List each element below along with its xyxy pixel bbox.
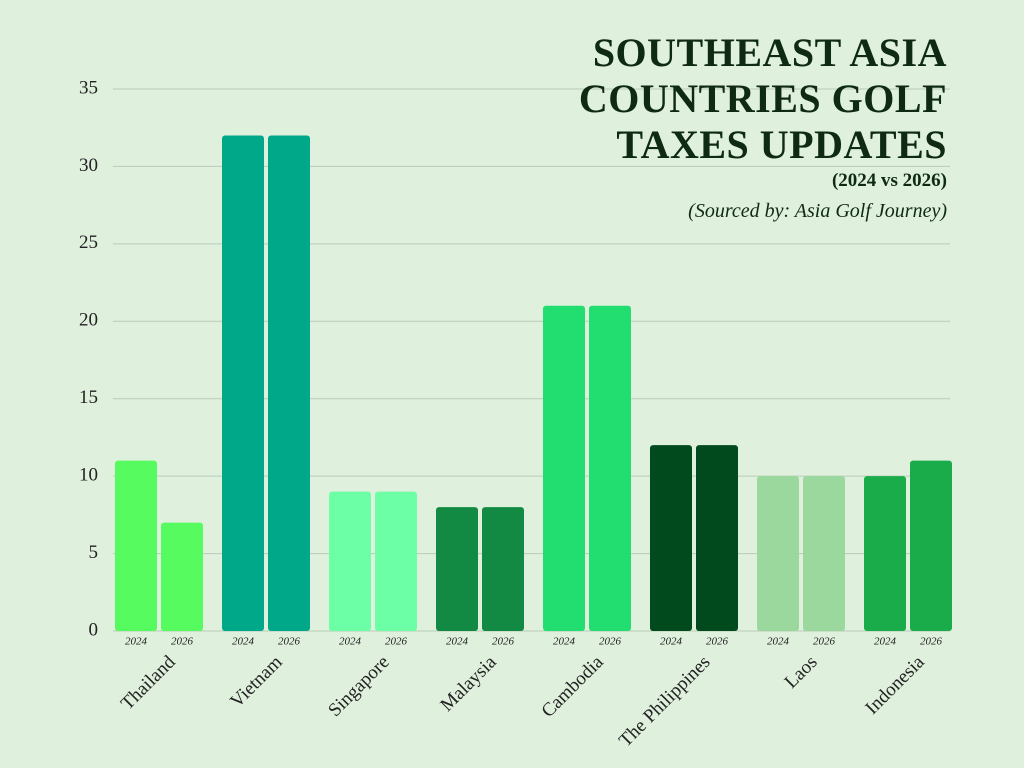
bar-year-label: 2026 [920,636,943,648]
bar [436,507,478,631]
bar-year-label: 2024 [125,636,148,648]
bar [803,476,845,631]
x-tick-label: Malaysia [436,651,500,715]
bar [482,507,524,631]
bar-year-label: 2026 [492,636,515,648]
y-tick-label: 30 [79,155,98,176]
bar [910,460,952,631]
x-tick-label: The Philippines [615,652,715,752]
y-tick-label: 25 [79,232,98,253]
bar [115,460,157,631]
bar [864,476,906,631]
bar [650,445,692,631]
y-tick-label: 10 [79,465,98,486]
bar-year-label: 2024 [232,636,255,648]
chart-title: SOUTHEAST ASIA COUNTRIES GOLF TAXES UPDA… [578,30,947,167]
y-tick-label: 5 [89,542,99,563]
bar-year-label: 2024 [446,636,469,648]
y-tick-label: 0 [89,619,99,640]
bar-year-label: 2026 [813,636,836,648]
bar [161,522,203,631]
y-tick-label: 35 [79,77,98,98]
bar [375,491,417,631]
y-tick-label: 15 [79,387,98,408]
chart-subtitle: (2024 vs 2026) [831,170,947,191]
bar-year-label: 2026 [171,636,194,648]
bar [696,445,738,631]
x-tick-label: Indonesia [861,651,928,718]
bar-year-label: 2026 [385,636,408,648]
bar-year-label: 2024 [767,636,790,648]
y-tick-label: 20 [79,310,98,331]
x-tick-label: Thailand [117,651,180,714]
x-tick-label: Laos [781,652,822,693]
bar [329,491,371,631]
bar [222,135,264,631]
title-block: SOUTHEAST ASIA COUNTRIES GOLF TAXES UPDA… [477,30,947,223]
x-tick-label: Cambodia [538,651,608,721]
bar [543,305,585,631]
bar-year-label: 2024 [660,636,683,648]
x-tick-label: Singapore [324,652,393,721]
bar [757,476,799,631]
bar-year-label: 2024 [874,636,897,648]
bar [268,135,310,631]
chart-source: (Sourced by: Asia Golf Journey) [688,200,947,222]
x-tick-label: Vietnam [226,652,286,712]
bar-year-label: 2024 [553,636,576,648]
bar [589,305,631,631]
bar-year-label: 2026 [706,636,729,648]
bar-year-label: 2024 [339,636,362,648]
bar-year-label: 2026 [278,636,301,648]
bar-year-label: 2026 [599,636,622,648]
